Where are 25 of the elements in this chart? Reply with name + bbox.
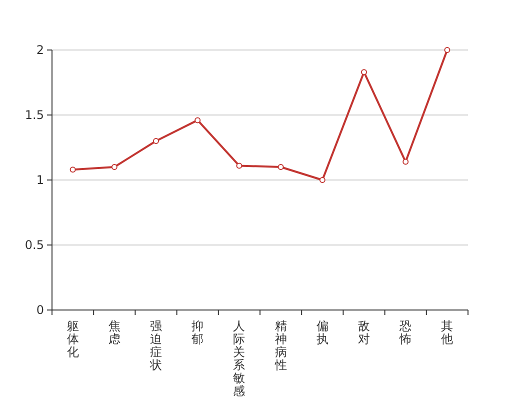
y-tick-label: 0: [36, 303, 44, 317]
x-tick-label: 偏执: [316, 319, 328, 346]
point: [319, 177, 326, 183]
y-tick-label: 1.5: [24, 108, 44, 122]
y-tick-label: 1: [36, 173, 44, 187]
x-tick-label: 躯体化: [66, 319, 79, 359]
y-tick-label: 2: [36, 43, 44, 57]
point: [402, 158, 409, 165]
point: [153, 138, 159, 144]
point: [361, 69, 367, 76]
x-tick-label: 强迫症状: [149, 319, 162, 372]
point: [194, 117, 201, 124]
x-tick-label: 抑郁: [192, 319, 204, 346]
x-tick-label: 敌对: [358, 319, 370, 346]
y-tick-label: 0.5: [24, 238, 44, 252]
x-tick-label: 恐怖: [398, 319, 412, 346]
x-tick-label: 焦虑: [108, 319, 120, 346]
x-tick-label: 人际关系敏感: [233, 319, 246, 398]
point: [236, 162, 242, 169]
point: [278, 164, 284, 170]
x-tick-label: 其他: [441, 319, 454, 346]
point: [111, 164, 118, 170]
x-tick-label: 精神病性: [274, 319, 287, 372]
point: [444, 47, 450, 53]
point: [70, 166, 76, 173]
